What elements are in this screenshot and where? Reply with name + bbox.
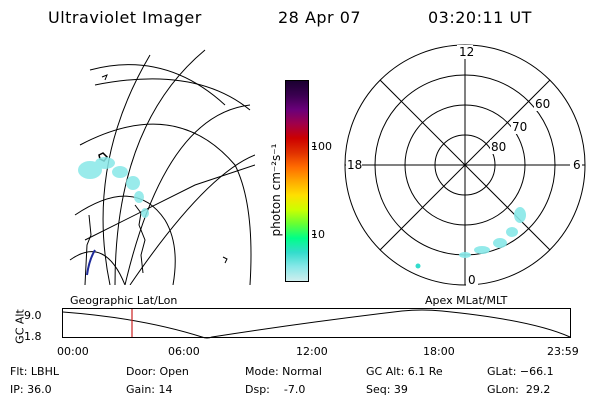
lat-label-80: 80 — [491, 140, 506, 154]
grid-line — [89, 64, 226, 106]
grid-line — [129, 154, 255, 285]
colorbar-tick-10: 10 — [311, 228, 325, 241]
colorbar-label: photon cm⁻²s⁻¹ — [269, 143, 283, 237]
y-tick-9: 9.0 — [24, 309, 42, 322]
tick-mark — [312, 234, 316, 235]
time-label: 03:20:11 UT — [428, 8, 532, 27]
aurora-spot — [415, 263, 421, 269]
colorbar-tick-100: 100 — [311, 140, 332, 153]
aurora-oval — [459, 207, 526, 258]
geographic-label: Geographic Lat/Lon — [70, 294, 178, 307]
apex-label: Apex MLat/MLT — [425, 294, 508, 307]
grid-line — [69, 251, 126, 285]
app-title: Ultraviolet Imager — [48, 8, 202, 27]
timeline-plot — [62, 308, 571, 339]
coastline — [222, 256, 228, 264]
mlt-label-18: 18 — [347, 158, 362, 172]
glon-value: GLon: 29.2 — [487, 383, 551, 396]
lat-label-70: 70 — [512, 120, 527, 134]
grid-line — [114, 49, 206, 285]
date-label: 28 Apr 07 — [278, 8, 362, 27]
mlt-label-6: 6 — [573, 158, 581, 172]
gc-alt-value: GC Alt: 6.1 Re — [366, 365, 443, 378]
gain-value: Gain: 14 — [126, 383, 173, 396]
grid-line — [79, 123, 252, 285]
aurora-emission — [78, 157, 149, 218]
mlt-label-0: 0 — [468, 273, 476, 287]
mlt-label-12: 12 — [459, 45, 474, 59]
seq-value: Seq: 39 — [366, 383, 408, 396]
x-tick-2359: 23:59 — [547, 345, 579, 358]
colorbar-gradient — [286, 81, 308, 281]
grid-line — [74, 195, 176, 285]
y-tick-1-8: 1.8 — [24, 330, 42, 343]
mode-value: Mode: Normal — [245, 365, 322, 378]
coastline — [84, 214, 92, 285]
ip-value: IP: 36.0 — [10, 383, 52, 396]
coastline — [101, 74, 108, 81]
blue-track — [86, 249, 96, 276]
mlt-diagonal — [379, 79, 551, 251]
dsp-value: Dsp: -7.0 — [245, 383, 306, 396]
tick-mark — [312, 146, 316, 147]
altitude-curve — [62, 309, 571, 339]
grid-line — [124, 104, 251, 285]
filter-value: Flt: LBHL — [10, 365, 59, 378]
coastline — [134, 204, 146, 274]
timeline-y-axis: GC Alt 9.0 1.8 — [8, 308, 48, 350]
polar-plot: 12 18 6 0 60 70 80 — [344, 44, 586, 287]
lat-label-60: 60 — [535, 97, 550, 111]
door-value: Door: Open — [126, 365, 189, 378]
glat-value: GLat: −66.1 — [487, 365, 554, 378]
grid-line — [94, 78, 251, 111]
grid-line — [84, 164, 255, 241]
x-tick-1200: 12:00 — [296, 345, 328, 358]
x-tick-0600: 06:00 — [168, 345, 200, 358]
x-tick-1800: 18:00 — [423, 345, 455, 358]
x-tick-0000: 00:00 — [57, 345, 89, 358]
colorbar — [285, 80, 309, 282]
timeline-frame — [62, 308, 571, 338]
geographic-map — [69, 49, 255, 285]
